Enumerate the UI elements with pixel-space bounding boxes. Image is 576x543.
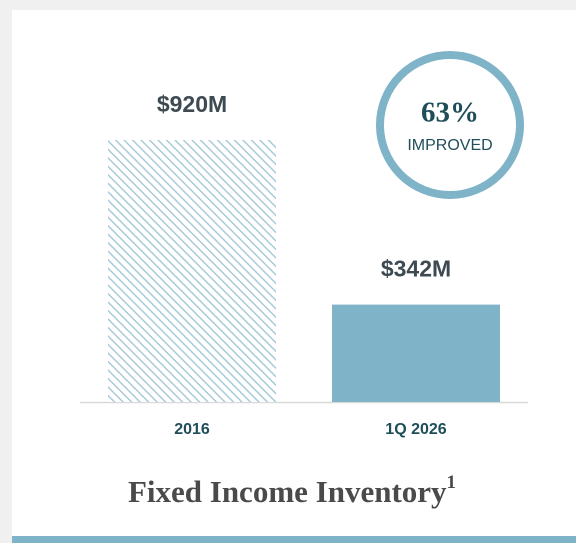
title-footnote: 1 bbox=[447, 472, 457, 493]
chart-title: Fixed Income Inventory1 bbox=[128, 472, 456, 509]
annotation-value: 63% bbox=[421, 97, 479, 129]
x-tick-label: 2016 bbox=[174, 421, 210, 438]
value-label: $920M bbox=[157, 91, 227, 117]
annotation-text: IMPROVED bbox=[407, 137, 492, 154]
bar bbox=[108, 140, 276, 402]
title-text: Fixed Income Inventory bbox=[128, 474, 447, 509]
bottom-rule bbox=[12, 536, 576, 543]
bar bbox=[332, 304, 500, 402]
panel bbox=[12, 10, 576, 536]
value-label: $342M bbox=[381, 256, 451, 282]
x-tick-label: 1Q 2026 bbox=[385, 421, 446, 438]
annotation-ring bbox=[376, 51, 524, 199]
